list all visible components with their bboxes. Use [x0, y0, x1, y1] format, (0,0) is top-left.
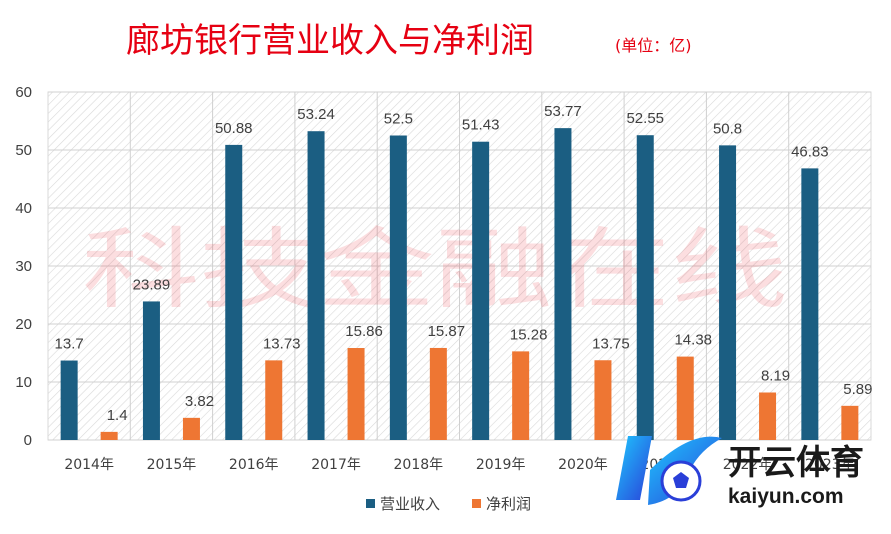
y-tick-label: 50 [15, 142, 32, 159]
data-label-profit: 5.89 [843, 381, 872, 398]
bar-revenue [472, 141, 490, 440]
data-label-profit: 15.86 [345, 323, 383, 340]
x-tick-label: 2020年 [558, 457, 608, 473]
data-label-profit: 3.82 [185, 393, 214, 410]
bar-revenue [60, 360, 78, 440]
y-tick-label: 0 [24, 432, 32, 449]
data-label-revenue: 52.5 [384, 111, 413, 128]
y-tick-label: 10 [15, 374, 32, 391]
bar-revenue [142, 301, 160, 440]
bar-profit [347, 348, 365, 440]
y-tick-label: 60 [15, 84, 32, 101]
data-label-profit: 14.38 [674, 332, 712, 349]
bar-profit [100, 431, 118, 440]
data-label-revenue: 13.7 [55, 336, 84, 353]
logo: 开云体育 kaiyun.com [616, 436, 864, 508]
legend-label-revenue: 营业收入 [380, 495, 440, 513]
x-tick-label: 2014年 [64, 457, 114, 473]
data-label-profit: 13.73 [263, 335, 301, 352]
bar-profit [594, 360, 612, 440]
bar-profit [429, 347, 447, 440]
chart-subtitle: (单位：亿) [615, 36, 692, 55]
bar-profit [512, 351, 530, 440]
legend-label-profit: 净利润 [486, 495, 531, 513]
bars: 13.7 23.89 50.88 53.24 52.5 51.43 53.77 52.55 50… [55, 103, 872, 441]
data-label-profit: 13.75 [592, 335, 630, 352]
watermark-text: 科技金融在线 [82, 218, 788, 321]
logo-url: kaiyun.com [728, 485, 844, 508]
x-tick-label: 2019年 [476, 457, 526, 473]
x-tick-label: 2016年 [229, 457, 279, 473]
data-label-revenue: 46.83 [791, 143, 829, 160]
bar-revenue [801, 168, 819, 441]
x-tick-label: 2023年 [805, 457, 855, 473]
data-label-revenue: 52.55 [626, 110, 664, 127]
bar-profit [182, 417, 200, 440]
legend-swatch-profit [472, 499, 481, 508]
data-label-revenue: 23.89 [133, 276, 171, 293]
bar-revenue [389, 135, 407, 440]
bar-profit [841, 405, 859, 440]
y-tick-label: 40 [15, 200, 32, 217]
bar-revenue [719, 145, 737, 441]
data-label-profit: 15.28 [510, 326, 548, 343]
bar-revenue [636, 135, 654, 440]
bar-profit [265, 360, 283, 440]
data-label-profit: 1.4 [107, 407, 128, 424]
bar-revenue [307, 131, 325, 440]
y-tick-label: 30 [15, 258, 32, 275]
bar-revenue [225, 144, 243, 440]
logo-k-icon [616, 436, 652, 500]
data-label-revenue: 50.8 [713, 120, 742, 137]
x-tick-label: 2022年 [723, 457, 773, 473]
data-label-revenue: 50.88 [215, 120, 253, 137]
x-tick-label: 2018年 [394, 457, 444, 473]
data-label-profit: 8.19 [761, 367, 790, 384]
y-axis: 0 10 20 30 40 50 60 [15, 84, 32, 449]
legend-swatch-revenue [366, 499, 375, 508]
soccer-ball-patch [673, 472, 689, 488]
x-tick-label: 2017年 [311, 457, 361, 473]
x-tick-label: 2015年 [147, 457, 197, 473]
bar-profit [759, 392, 777, 440]
chart-title: 廊坊银行营业收入与净利润 [126, 21, 534, 61]
legend: 营业收入 净利润 [366, 495, 531, 513]
y-tick-label: 20 [15, 316, 32, 333]
bar-revenue [554, 128, 572, 440]
data-label-revenue: 51.43 [462, 117, 500, 134]
credit-text: 头条 @科技金融在线 [694, 507, 824, 524]
data-label-revenue: 53.77 [544, 103, 582, 120]
logo-name: 开云体育 [728, 443, 864, 483]
bar-profit [676, 356, 694, 440]
data-label-profit: 15.87 [428, 323, 466, 340]
data-label-revenue: 53.24 [297, 106, 335, 123]
